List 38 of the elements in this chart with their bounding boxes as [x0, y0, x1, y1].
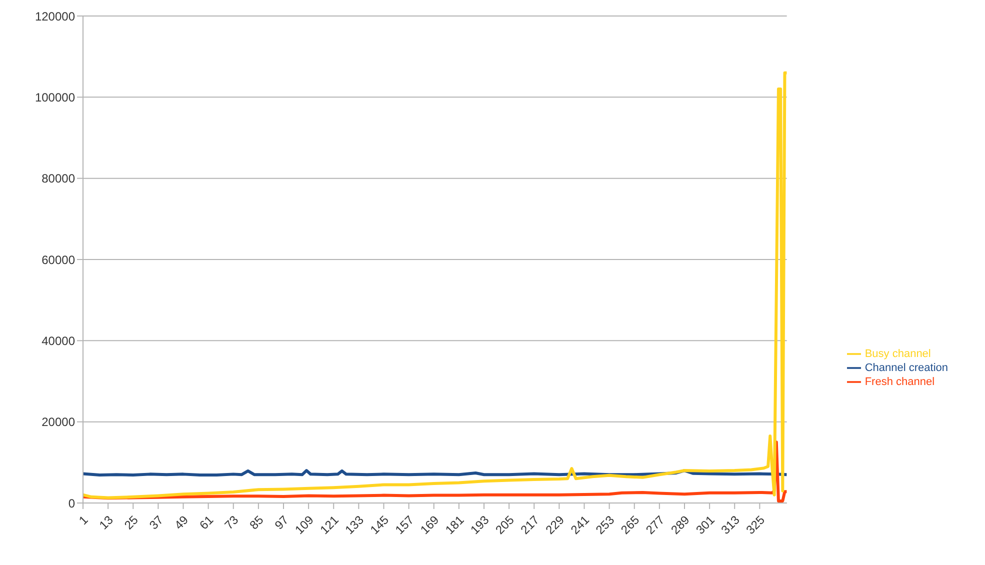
y-tick-label: 60000: [42, 252, 76, 267]
x-tick-label: 157: [392, 512, 417, 537]
legend-label: Fresh channel: [864, 376, 935, 388]
x-tick-label: 229: [542, 512, 568, 537]
x-tick-label: 301: [693, 512, 718, 537]
x-tick-label: 325: [743, 512, 768, 537]
x-tick-label: 193: [468, 512, 492, 537]
x-tick-label: 241: [568, 512, 592, 537]
x-tick-label: 253: [593, 512, 618, 537]
y-tick-label: 20000: [42, 415, 76, 430]
y-tick-label: 100000: [34, 90, 76, 104]
legend-label: Busy channel: [864, 348, 931, 360]
x-tick-label: 97: [272, 512, 292, 532]
x-tick-label: 109: [292, 512, 317, 537]
x-tick-label: 85: [246, 512, 266, 532]
x-tick-label: 61: [196, 512, 216, 532]
x-tick-label: 13: [96, 512, 116, 532]
x-tick-label: 49: [172, 512, 192, 532]
x-tick-label: 265: [618, 512, 642, 537]
x-tick-label: 313: [718, 512, 743, 537]
y-tick-label: 80000: [42, 172, 76, 186]
y-tick-label: 120000: [34, 9, 76, 24]
x-tick-label: 181: [442, 512, 467, 537]
x-tick-label: 121: [317, 512, 342, 537]
x-tick-label: 133: [342, 512, 367, 537]
legend-label: Channel creation: [864, 362, 948, 374]
y-tick-label: 40000: [42, 334, 76, 348]
x-tick-label: 73: [222, 512, 242, 532]
y-tick-label: 0: [68, 496, 76, 510]
x-tick-label: 25: [122, 512, 142, 532]
x-tick-label: 37: [146, 512, 166, 532]
x-tick-label: 289: [668, 512, 692, 537]
x-tick-label: 145: [367, 512, 392, 537]
x-tick-label: 205: [492, 512, 518, 537]
x-tick-label: 217: [518, 512, 542, 537]
x-tick-label: 277: [643, 512, 668, 537]
x-tick-label: 1: [76, 512, 91, 528]
x-tick-label: 169: [418, 512, 442, 537]
